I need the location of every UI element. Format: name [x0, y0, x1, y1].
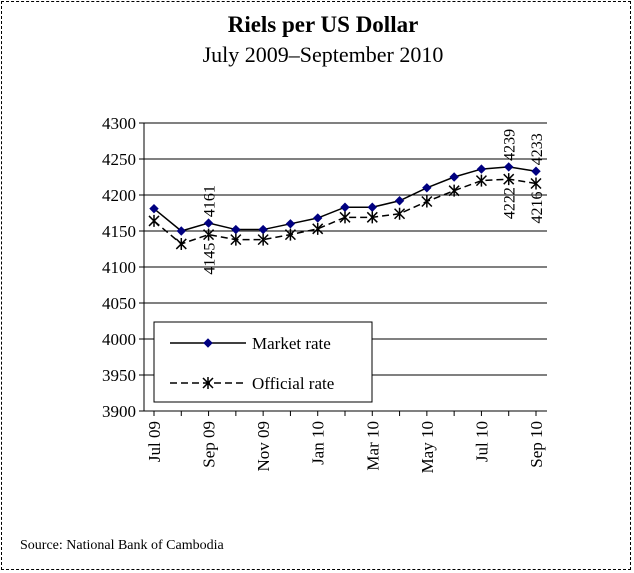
legend-box	[153, 321, 373, 403]
y-tick-label: 4200	[102, 186, 136, 205]
official-rate-point	[448, 184, 460, 197]
official-rate-point	[366, 211, 378, 224]
y-tick-label: 4150	[102, 222, 136, 241]
data-label: 4216	[529, 191, 546, 223]
legend: Market rate Official rate	[153, 321, 373, 403]
data-label: 4233	[529, 133, 546, 165]
market-rate-point	[422, 183, 432, 193]
y-tick-label: 3900	[102, 402, 136, 421]
x-tick-label: Mar 10	[363, 421, 382, 471]
legend-official-marker	[202, 377, 214, 389]
x-axis-ticks: Jul 09 Sep 09 Nov 09 Jan 10 Mar 10 May 10 Jul …	[145, 411, 546, 473]
official-rate-point	[394, 207, 406, 220]
market-rate-point	[313, 213, 323, 223]
chart-subtitle: July 2009–September 2010	[203, 42, 444, 67]
official-rate-point	[257, 233, 269, 246]
legend-market-label: Market rate	[252, 334, 331, 353]
official-rate-point	[421, 195, 433, 208]
y-tick-label: 4250	[102, 150, 136, 169]
market-rate-point	[367, 202, 377, 212]
data-label: 4222	[502, 187, 519, 219]
x-tick-label: Jul 10	[472, 421, 491, 462]
source-note: Source: National Bank of Cambodia	[20, 538, 224, 553]
market-rate-point	[476, 164, 487, 174]
x-tick-label: Sep 10	[527, 421, 546, 468]
data-label: 4239	[502, 129, 519, 161]
chart: Riels per US Dollar July 2009–September …	[102, 12, 547, 473]
official-rate-point	[230, 233, 242, 246]
x-tick-label: Nov 09	[254, 421, 273, 472]
official-rate-point	[175, 237, 187, 250]
official-rate-point	[203, 228, 215, 241]
data-label: 4161	[202, 185, 219, 217]
chart-title: Riels per US Dollar	[228, 12, 419, 37]
official-rate-point	[475, 174, 487, 187]
x-tick-label: Jul 09	[145, 421, 164, 462]
market-rate-point	[285, 219, 296, 229]
market-rate-point	[149, 203, 159, 214]
x-tick-label: Jan 10	[309, 421, 328, 465]
market-rate-point	[176, 226, 186, 236]
market-rate-point	[449, 172, 459, 182]
data-labels: 4161 4145 4239 4222 4233 4216	[202, 129, 546, 275]
y-tick-label: 3950	[102, 366, 136, 385]
data-label: 4145	[202, 243, 219, 275]
y-axis-ticks: 4300 4250 4200 4150 4100 4050 4000 3950 3900	[102, 114, 144, 421]
official-rate-point	[339, 211, 351, 224]
official-rate-point	[148, 214, 160, 227]
x-tick-label: Sep 09	[200, 421, 219, 468]
market-rate-point	[504, 162, 514, 172]
market-rate-point	[231, 224, 241, 235]
x-tick-label: May 10	[418, 421, 437, 473]
official-rate-point	[312, 222, 324, 235]
official-rate-point	[530, 177, 542, 190]
market-rate-point	[394, 196, 405, 206]
official-rate-point	[503, 173, 515, 186]
y-tick-label: 4000	[102, 330, 136, 349]
legend-market-marker	[203, 338, 213, 348]
market-rate-point	[258, 224, 268, 235]
y-tick-label: 4050	[102, 294, 136, 313]
legend-official-label: Official rate	[252, 374, 334, 393]
market-rate-point	[340, 202, 350, 212]
y-tick-label: 4100	[102, 258, 136, 277]
official-rate-point	[284, 228, 296, 241]
series-lines	[148, 162, 542, 250]
y-tick-label: 4300	[102, 114, 136, 133]
market-rate-point	[531, 166, 541, 176]
market-rate-point	[203, 218, 214, 228]
